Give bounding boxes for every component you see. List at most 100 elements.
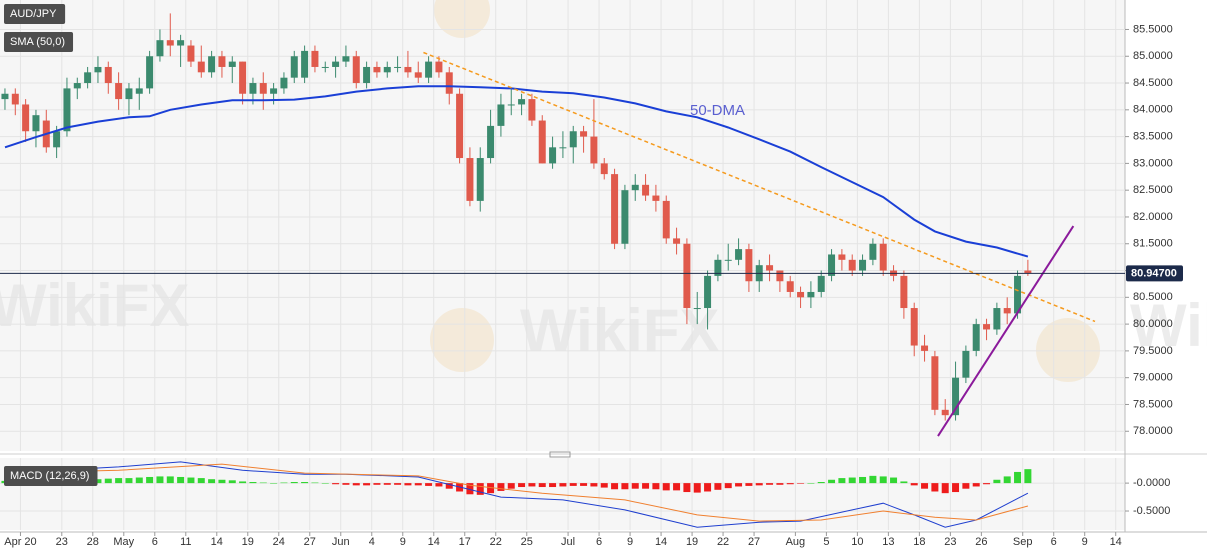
macd-bar [931, 483, 939, 492]
macd-bar [528, 483, 536, 487]
macd-bar [869, 475, 877, 484]
candle-body [569, 131, 577, 148]
macd-bar [652, 483, 660, 490]
macd-bar [425, 483, 433, 486]
x-tick-label: 23 [944, 536, 956, 548]
x-tick-label: Jul [561, 536, 575, 548]
macd-bar [580, 483, 588, 486]
y-tick-label: 84.0000 [1133, 104, 1173, 116]
legend-box [4, 4, 66, 24]
candle-body [580, 131, 588, 137]
candle-body [63, 88, 71, 132]
macd-bar [311, 482, 319, 484]
candle-body [952, 377, 960, 416]
candle-body [693, 308, 701, 310]
x-tick-label: 27 [304, 536, 316, 548]
candle-body [859, 259, 867, 271]
macd-bar [301, 482, 309, 484]
x-tick-label: 22 [490, 536, 502, 548]
candle-body [776, 270, 784, 282]
macd-line [5, 461, 1029, 528]
x-tick-label: 23 [56, 536, 68, 548]
candle-body [197, 61, 205, 73]
macd-bar [290, 482, 298, 484]
candle-body [290, 56, 298, 78]
candle-body [373, 66, 381, 73]
x-tick-label: 5 [823, 536, 829, 548]
candle-body [156, 40, 164, 57]
candle-body [621, 190, 629, 244]
candle-body [1, 93, 9, 100]
y-tick-label: 80.0000 [1133, 318, 1173, 330]
candle-body [941, 409, 949, 416]
candle-body [146, 56, 154, 89]
macd-bar [487, 483, 495, 494]
divider-handle[interactable] [549, 451, 571, 458]
x-tick-label: 14 [428, 536, 440, 548]
macd-bar [890, 477, 898, 484]
candle-body [683, 243, 691, 309]
candle-body [518, 99, 526, 105]
candle-body [797, 291, 805, 298]
x-tick-label: 11 [180, 536, 191, 548]
macd-bar [817, 482, 825, 484]
macd-panel [0, 458, 1125, 530]
macd-bar [600, 483, 608, 488]
macd-bar [445, 483, 453, 489]
macd-bar [146, 476, 154, 484]
macd-bar [993, 479, 1001, 484]
y-tick-label: 85.0000 [1133, 50, 1173, 62]
candle-body [993, 308, 1001, 330]
candle-body [559, 147, 567, 149]
candle-body [714, 259, 722, 276]
macd-bar [724, 483, 732, 489]
candle-body [166, 40, 174, 46]
macd-bar [921, 483, 929, 489]
macd-bar [208, 479, 216, 484]
candle-body [125, 88, 133, 100]
macd-bar [259, 482, 267, 484]
candle-body [507, 104, 515, 106]
macd-bar [910, 483, 918, 486]
candle-body [270, 88, 278, 94]
macd-bar [1024, 469, 1032, 484]
macd-line [4, 463, 1029, 522]
x-tick-label: 17 [459, 536, 471, 548]
candle-body [538, 120, 546, 164]
last-price-tag [1126, 265, 1183, 282]
x-tick-label: 6 [1051, 536, 1057, 548]
macd-bar [104, 478, 112, 484]
candle-body [456, 93, 464, 159]
candle-body [487, 125, 495, 159]
x-tick-label: 6 [596, 536, 602, 548]
y-tick-label: -0.0000 [1133, 477, 1170, 489]
candle-body [177, 40, 185, 46]
macd-bar [735, 483, 743, 487]
x-tick-label: 4 [369, 536, 375, 548]
candle-body [704, 275, 712, 309]
x-tick-label: 13 [882, 536, 894, 548]
candle-body [135, 88, 143, 94]
macd-bar [115, 478, 123, 484]
candle-body [962, 350, 970, 378]
candle-body [404, 66, 412, 73]
candle-body [228, 61, 236, 67]
watermark-logo [430, 308, 494, 372]
macd-bar [373, 483, 381, 485]
candle-body [383, 66, 391, 73]
x-tick-label: 19 [686, 536, 698, 548]
macd-bar [249, 482, 257, 484]
x-tick-label: 9 [627, 536, 633, 548]
candle-body [652, 195, 660, 201]
y-tick-label: 82.5000 [1133, 184, 1173, 196]
macd-bar [828, 479, 836, 484]
watermark-logo [1036, 318, 1100, 382]
macd-bar [766, 483, 774, 485]
macd-bar [838, 478, 846, 484]
candle-body [497, 104, 505, 126]
macd-bar [94, 479, 102, 484]
x-tick-label: 26 [975, 536, 987, 548]
macd-bar [631, 483, 639, 489]
macd-bar [414, 483, 422, 486]
macd-bar [476, 483, 484, 495]
